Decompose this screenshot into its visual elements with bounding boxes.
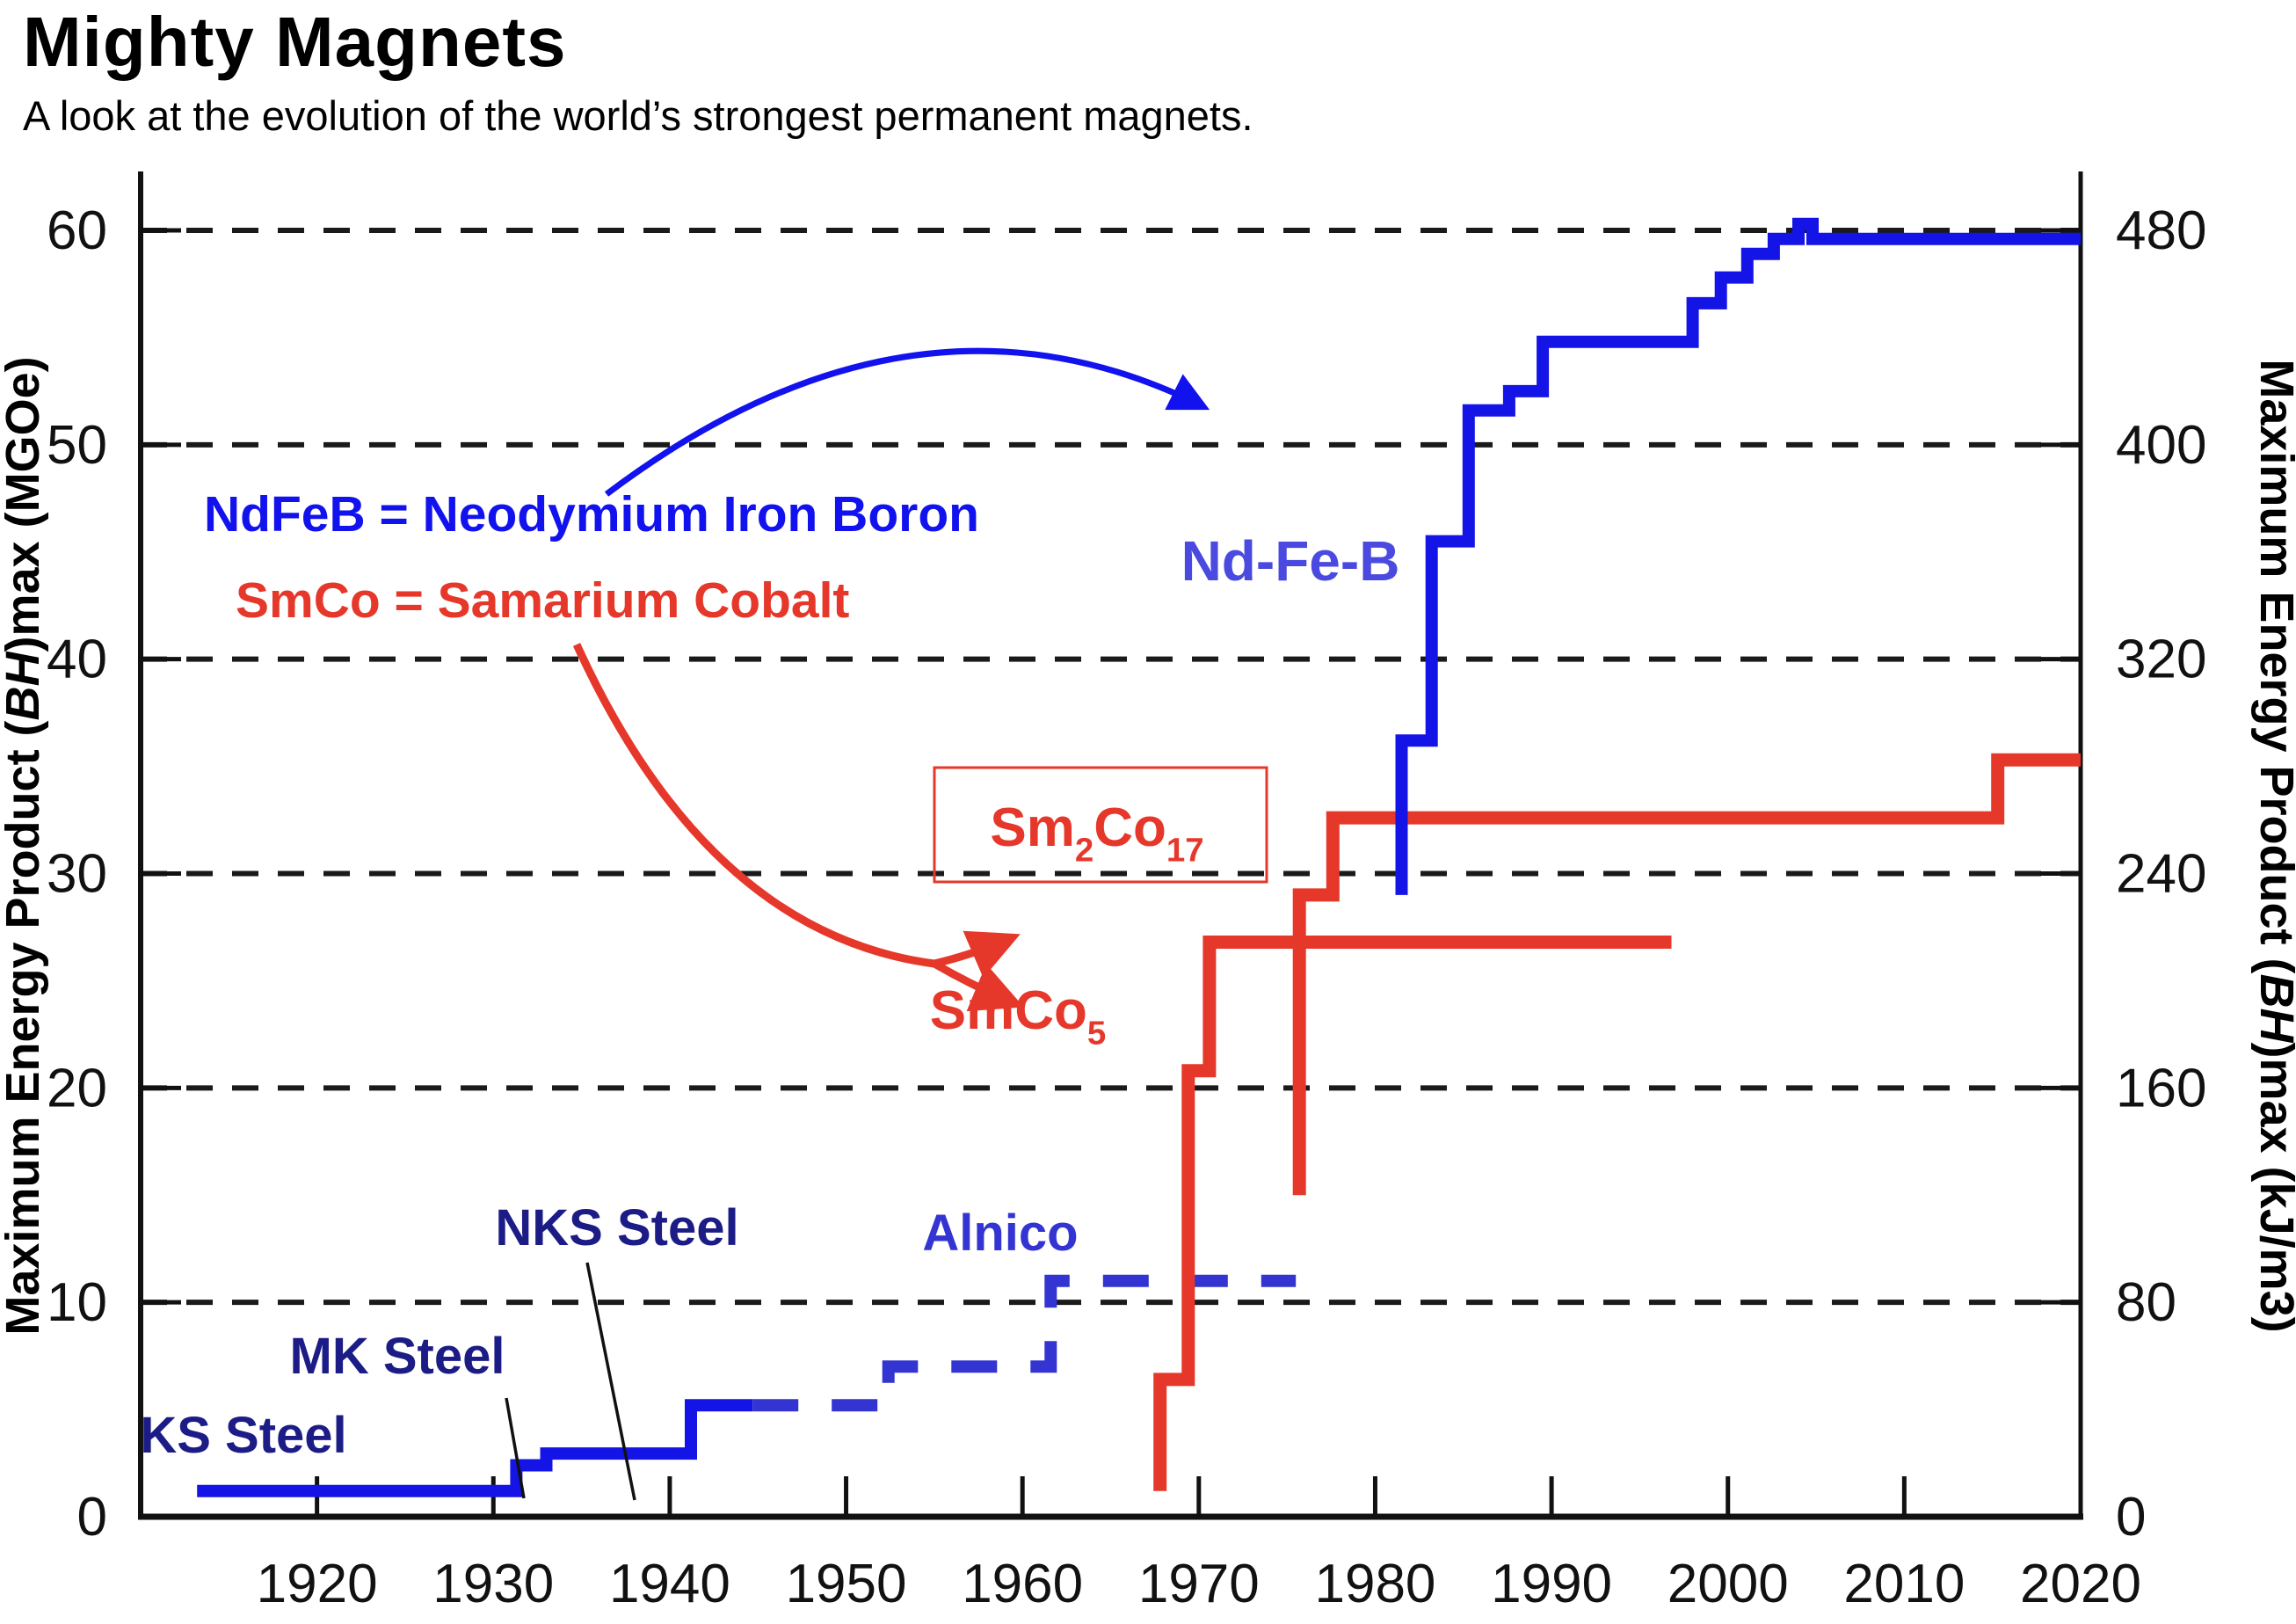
x-tick-label-1950: 1950 <box>786 1554 907 1614</box>
nd-fe-b-label: Nd-Fe-B <box>1181 529 1400 593</box>
x-tick-label-1990: 1990 <box>1491 1554 1612 1614</box>
page-title: Mighty Magnets <box>23 3 567 81</box>
x-tick-label-2010: 2010 <box>1843 1554 1965 1614</box>
y-right-label-240: 240 <box>2116 844 2206 905</box>
x-tick-label-1960: 1960 <box>962 1554 1083 1614</box>
y-left-label-50: 50 <box>47 415 107 476</box>
ks-steel-label: KS Steel <box>140 1407 346 1464</box>
legend-smco: SmCo = Samarium Cobalt <box>236 572 850 629</box>
y-right-label-480: 480 <box>2116 200 2206 261</box>
series-steel-line <box>197 1399 753 1497</box>
sm2co17-label: Sm2Co17 <box>990 797 1203 869</box>
series-sm2co17-line <box>1292 753 2081 1196</box>
series-smco5-line <box>1153 936 1672 1491</box>
y-left-label-0: 0 <box>77 1487 107 1548</box>
x-tick-label-1970: 1970 <box>1138 1554 1260 1614</box>
y-right-label-0: 0 <box>2116 1487 2146 1548</box>
series-ndfeb-line <box>1395 217 2081 895</box>
y-left-label-40: 40 <box>47 630 107 690</box>
mk-steel-label: MK Steel <box>290 1328 505 1385</box>
y-left-label-60: 60 <box>47 200 107 261</box>
smco-arrow-upper <box>933 930 1021 979</box>
y-axis-right-title: Maximum Energy Product (BH)max (kJ/m3) <box>2250 359 2296 1332</box>
y-left-label-20: 20 <box>47 1058 107 1118</box>
y-right-label-320: 320 <box>2116 630 2206 690</box>
series-alnico-line <box>752 1274 1297 1412</box>
sm2co17-box <box>933 766 1268 884</box>
ndfeb-arrow <box>604 347 1210 497</box>
y-right-label-80: 80 <box>2116 1272 2176 1333</box>
nks-steel-leader <box>585 1262 636 1501</box>
smco-arrow-lower <box>932 960 1024 1012</box>
y-left-label-30: 30 <box>47 844 107 905</box>
x-tick-label-2000: 2000 <box>1668 1554 1789 1614</box>
x-tick-label-1940: 1940 <box>609 1554 730 1614</box>
y-axis-left-title: Maximum Energy Product (BH)max (MGOe) <box>0 356 49 1335</box>
y-right-label-160: 160 <box>2116 1058 2206 1118</box>
y-left-label-10: 10 <box>47 1272 107 1333</box>
x-tick-label-2020: 2020 <box>2020 1554 2141 1614</box>
alnico-label: Alnico <box>922 1205 1078 1262</box>
page-subtitle: A look at the evolution of the world’s s… <box>23 92 1253 139</box>
y-right-label-400: 400 <box>2116 415 2206 476</box>
smco5-label: SmCo5 <box>930 980 1107 1052</box>
nks-steel-label: NKS Steel <box>495 1199 738 1256</box>
x-tick-label-1980: 1980 <box>1314 1554 1435 1614</box>
legend-ndfeb: NdFeB = Neodymium Iron Boron <box>204 486 979 543</box>
smco-arrow-stem <box>572 643 935 968</box>
mk-steel-leader <box>505 1397 526 1499</box>
x-tick-label-1920: 1920 <box>257 1554 378 1614</box>
x-tick-label-1930: 1930 <box>432 1554 554 1614</box>
